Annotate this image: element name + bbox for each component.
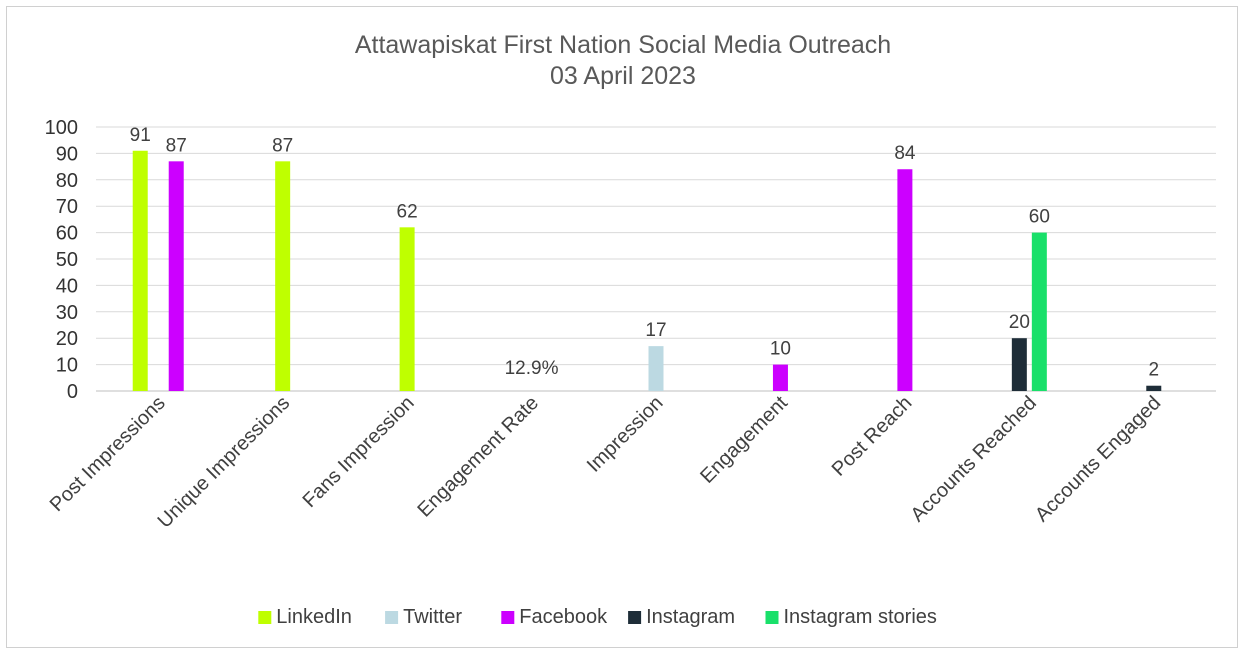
legend-swatch: [501, 611, 515, 624]
legend-label: Twitter: [403, 606, 462, 628]
y-tick-label: 80: [56, 170, 78, 192]
legend-label: LinkedIn: [276, 606, 352, 628]
category-label: Accounts Engaged: [1031, 392, 1165, 526]
category-label: Engagement Rate: [414, 392, 544, 522]
category-label: Engagement: [696, 392, 792, 488]
legend-swatch: [258, 611, 272, 624]
legend: LinkedIn Twitter Facebook Instagram Instagra…: [258, 606, 937, 628]
y-tick-label: 70: [56, 196, 78, 218]
data-label: 2: [1148, 360, 1159, 381]
y-tick-label: 30: [56, 302, 78, 324]
legend-swatch: [628, 611, 642, 624]
bar-linkedin: [132, 150, 148, 391]
category-label: Post Reach: [828, 392, 917, 481]
legend-swatch: [765, 611, 779, 624]
y-tick-label: 60: [56, 223, 78, 245]
legend-label: Instagram: [646, 606, 735, 628]
bar-facebook: [897, 169, 913, 391]
data-label: 87: [166, 135, 187, 156]
data-labels: 91 87 87 62 17 10 84 20 60 2 12.9%: [130, 125, 1159, 381]
y-tick-label: 20: [56, 328, 78, 350]
category-label: Fans Impression: [299, 392, 419, 512]
bar-linkedin: [399, 227, 415, 391]
y-tick-label: 0: [67, 381, 78, 403]
chart-title: Attawapiskat First Nation Social Media O…: [354, 31, 892, 59]
bar-linkedin: [275, 161, 291, 391]
legend-label: Facebook: [519, 606, 608, 628]
bar-instagram: [1146, 385, 1162, 391]
bar-instagram: [1011, 338, 1027, 391]
data-label: 87: [272, 135, 293, 156]
data-label: 84: [894, 143, 916, 164]
y-tick-label: 100: [45, 117, 78, 139]
data-label: 20: [1009, 312, 1030, 333]
legend-swatch: [385, 611, 399, 624]
chart-subtitle: 03 April 2023: [550, 62, 696, 90]
category-label: Impression: [583, 392, 668, 477]
y-tick-label: 90: [56, 143, 78, 165]
bar-twitter: [648, 346, 664, 391]
category-label: Unique Impressions: [154, 392, 295, 533]
annotation-label: 12.9%: [505, 358, 559, 379]
data-label: 62: [397, 201, 418, 222]
data-label: 60: [1029, 207, 1050, 228]
y-tick-label: 40: [56, 275, 78, 297]
data-label: 10: [770, 339, 791, 360]
bar-instagram-stories: [1031, 232, 1047, 391]
category-label: Post Impressions: [46, 392, 170, 516]
bar-facebook: [772, 364, 788, 391]
y-tick-label: 10: [56, 355, 78, 377]
y-axis-ticks: 0 10 20 30 40 50 60 70 80 90 100: [45, 117, 78, 403]
data-label: 17: [645, 320, 666, 341]
bar-facebook: [168, 161, 184, 391]
category-label: Accounts Reached: [907, 392, 1041, 526]
legend-label: Instagram stories: [784, 606, 937, 628]
data-label: 91: [130, 125, 151, 146]
bars: [132, 150, 1162, 391]
y-tick-label: 50: [56, 249, 78, 271]
